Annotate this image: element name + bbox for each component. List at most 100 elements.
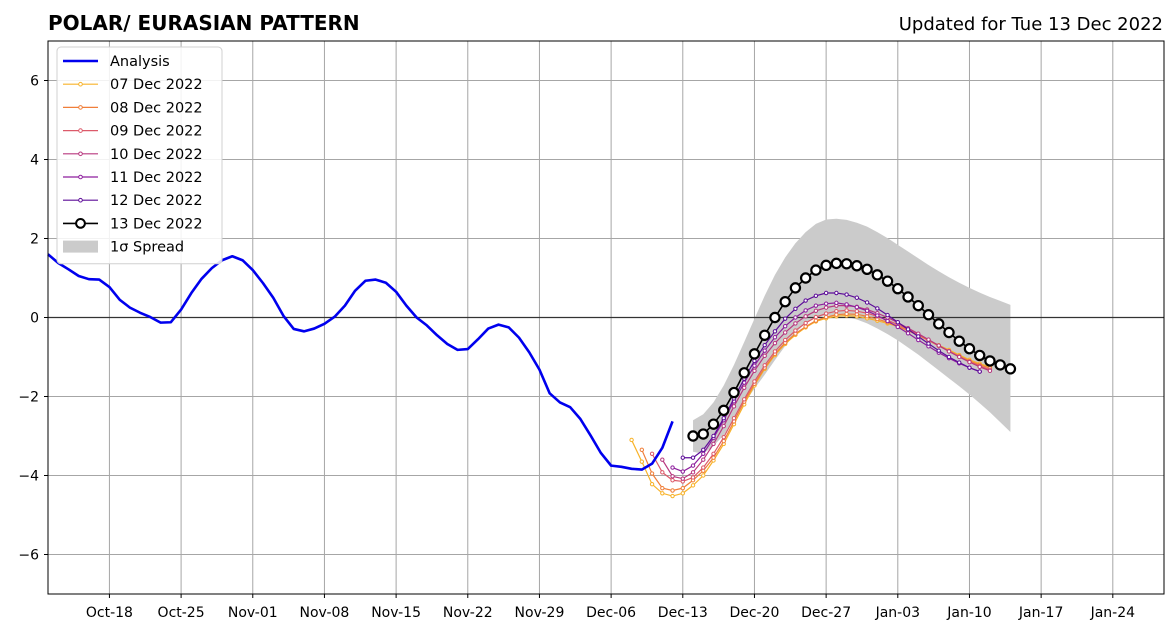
series-point [701,465,706,470]
series-point [953,335,965,347]
series-point [830,257,843,270]
series-point [854,305,860,310]
series-point [721,438,726,444]
series-point [649,481,655,487]
series-point [946,349,952,354]
y-tick-label: 4 [30,153,39,169]
legend-label: 11 Dec 2022 [110,170,203,186]
series-point [762,363,767,368]
series-point [902,291,914,303]
forecast-series-group [629,257,1017,499]
series-point [660,491,665,496]
series-point [967,365,972,370]
series-point [711,455,716,460]
series-point [772,340,778,346]
spread-band [693,218,1011,454]
legend-entry: 11 Dec 2022 [63,170,203,186]
x-tick-label: Jan-03 [875,605,920,621]
series-point [987,368,993,374]
series-point [844,302,849,307]
chart-title: POLAR/ EURASIAN PATTERN [48,11,360,35]
series-point [779,296,791,308]
series-point [823,301,829,306]
series-point [936,348,941,353]
legend-marker [78,174,83,180]
series-point [752,363,757,368]
series-point [738,367,750,379]
series-point [861,263,873,276]
series-point [813,318,819,323]
x-tick-label: Oct-18 [86,605,133,621]
series-point [742,385,747,391]
series-point [813,308,819,313]
series-point [803,308,808,313]
series-point [718,404,730,417]
series-point [660,457,665,462]
legend: Analysis 07 Dec 2022 08 Dec 2022 09 Dec 202… [56,46,223,265]
legend-label: Analysis [110,54,170,70]
series-point [649,471,655,476]
series-point [875,306,880,311]
series-point [701,451,706,456]
series-point [711,451,716,456]
series-point [762,353,767,359]
series-point [762,348,767,353]
series-point [967,359,972,365]
series-point [789,282,802,294]
x-tick-label: Nov-08 [300,605,350,621]
x-tick-label: Jan-17 [1018,605,1063,621]
y-tick-label: −2 [18,390,39,406]
series-point [834,308,839,314]
x-tick-label: Oct-25 [158,605,205,621]
series-point [803,320,808,326]
legend-label: 12 Dec 2022 [110,193,203,209]
series-point [731,416,737,421]
series-point [649,451,655,456]
series-point [834,312,839,317]
series-point [639,447,645,453]
series-point [670,493,675,499]
y-axis: −6 −4 −2 0 2 4 6 [18,74,48,564]
series-point [728,386,740,399]
series-point [762,342,767,348]
x-tick-label: Dec-27 [801,605,851,621]
series-12-dec-2022 [680,290,982,460]
series-point [905,327,911,332]
series-point [936,343,941,348]
legend-label: 13 Dec 2022 [110,216,203,232]
series-point [946,354,952,360]
legend-entry: 1σ Spread [63,240,184,256]
series-point [834,300,839,306]
series-point [813,303,819,308]
series-point [711,441,716,447]
legend-marker [78,128,83,133]
y-tick-label: 0 [30,311,39,327]
legend-marker [78,197,83,203]
series-point [701,457,706,462]
series-point [742,397,747,402]
x-tick-label: Nov-29 [515,605,565,621]
series-point [660,470,665,475]
series-point [823,314,829,320]
series-point [895,320,900,325]
legend-entry: Analysis [63,54,170,70]
series-point [680,455,685,460]
series-point [977,364,982,370]
series-point [844,311,849,317]
series-point [772,335,778,340]
series-point [963,343,976,355]
series-point [840,258,853,270]
series-point [793,321,798,326]
series-point [803,298,808,303]
legend-entry: 08 Dec 2022 [63,100,203,116]
series-point [782,316,788,321]
series-point [834,290,839,296]
series-point [758,329,771,341]
series-point [639,459,645,464]
legend-marker [78,105,83,110]
legend-label: 09 Dec 2022 [110,124,203,140]
y-tick-label: 2 [30,232,39,248]
x-tick-label: Dec-20 [729,605,779,621]
y-tick-label: 6 [30,74,39,90]
series-point [844,292,849,297]
